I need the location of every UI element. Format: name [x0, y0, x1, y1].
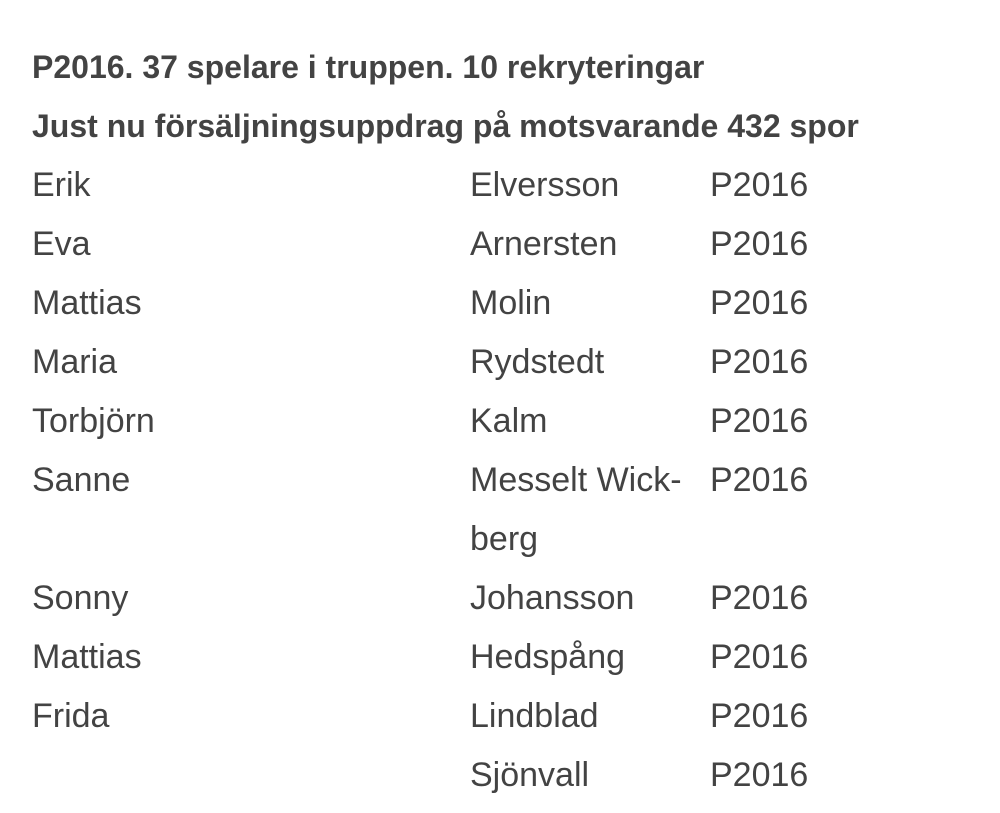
- last-cell: Kalm: [470, 402, 548, 440]
- last-cell: Molin: [470, 284, 552, 322]
- player-table: Erik Elversson P2016 Eva Arnersten P2016 Matti…: [32, 156, 982, 805]
- first-cell: Maria: [32, 343, 118, 381]
- first-cell: Torbjörn: [32, 402, 155, 440]
- last-cell: Lindblad: [470, 697, 599, 735]
- team-cell: P2016: [710, 402, 809, 440]
- first-cell: Sonny: [32, 579, 129, 617]
- team-cell: P2016: [710, 638, 809, 676]
- player-row: Torbjörn Kalm P2016: [32, 392, 982, 451]
- last-cell: Rydstedt: [470, 343, 605, 381]
- player-row: Mattias Hedspång P2016: [32, 628, 982, 687]
- team-cell: P2016: [710, 461, 809, 499]
- player-row: Erik Elversson P2016: [32, 156, 982, 215]
- first-cell: [32, 746, 470, 805]
- team-cell: P2016: [710, 166, 809, 204]
- first-cell: Erik: [32, 166, 91, 204]
- last-cell: Johansson: [470, 579, 635, 617]
- first-cell: Frida: [32, 697, 110, 735]
- team-cell: P2016: [710, 697, 809, 735]
- team-cell: P2016: [710, 284, 809, 322]
- team-cell: P2016: [710, 343, 809, 381]
- document: P2016. 37 spelare i truppen. 10 rekryter…: [32, 38, 982, 805]
- last-cell: Hedspång: [470, 638, 626, 676]
- player-row: Mattias Molin P2016: [32, 274, 982, 333]
- first-cell: Eva: [32, 225, 91, 263]
- team-cell: P2016: [710, 756, 809, 794]
- last-cell: Sjönvall: [470, 756, 590, 794]
- title: P2016. 37 spelare i truppen. 10 rekryter…: [32, 49, 705, 85]
- subtitle: Just nu försäljningsuppdrag på motsvaran…: [32, 108, 859, 144]
- player-row: Eva Arnersten P2016: [32, 215, 982, 274]
- first-cell: Mattias: [32, 638, 142, 676]
- player-row: Maria Rydstedt P2016: [32, 333, 982, 392]
- player-row: Sjönvall P2016: [32, 746, 982, 805]
- last-cell: Elversson: [470, 166, 620, 204]
- last-cell: Messelt Wick­berg: [470, 461, 682, 558]
- first-cell: Mattias: [32, 284, 142, 322]
- first-cell: Sanne: [32, 461, 131, 499]
- player-row: Frida Lindblad P2016: [32, 687, 982, 746]
- last-cell: Arnersten: [470, 225, 618, 263]
- team-cell: P2016: [710, 225, 809, 263]
- team-cell: P2016: [710, 579, 809, 617]
- player-row: Sonny Johansson P2016: [32, 569, 982, 628]
- player-row: Sanne Messelt Wick­berg P2016: [32, 451, 982, 569]
